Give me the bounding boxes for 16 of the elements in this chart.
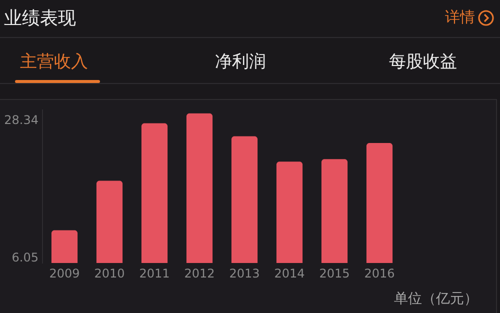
x-tick-label: 2016 (364, 266, 395, 280)
x-tick-label: 2009 (49, 266, 80, 280)
y-tick-label: 6.05 (12, 250, 38, 265)
text: 主营收入 (20, 51, 88, 73)
x-tick-label: 2011 (139, 266, 170, 280)
x-tick-label: 2013 (229, 266, 260, 280)
text: 每股收益 (389, 51, 457, 73)
chart-title: 业绩表现 (4, 7, 76, 30)
text: 详情 (445, 8, 475, 27)
y-tick-label: 28.34 (4, 112, 38, 127)
x-tick-label: 2015 (319, 266, 350, 280)
x-tick-label: 2014 (274, 266, 305, 280)
text: 净利润 (215, 51, 266, 73)
x-tick-label: 2012 (184, 266, 215, 280)
x-tick-label: 2010 (94, 266, 125, 280)
text: 单位（亿元） (394, 290, 478, 308)
